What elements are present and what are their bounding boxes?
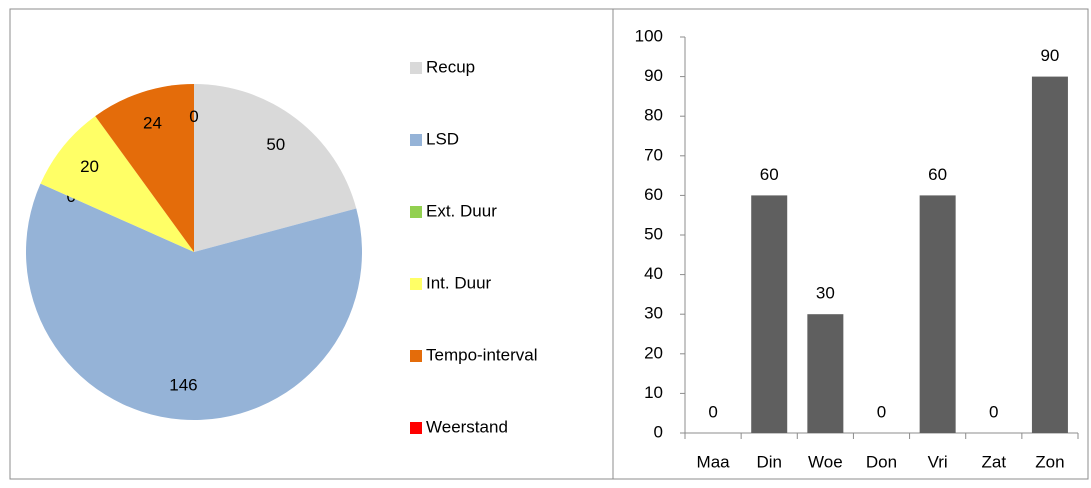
pie-slice	[194, 84, 357, 252]
data-label: 146	[169, 375, 197, 394]
bar	[751, 195, 788, 433]
legend-swatch	[410, 206, 422, 218]
data-label: 30	[816, 284, 835, 303]
pie-slice	[95, 84, 194, 252]
x-tick-label: Woe	[808, 452, 843, 471]
bar-panel	[612, 8, 1089, 480]
bar	[807, 314, 844, 433]
y-tick-label: 90	[644, 66, 663, 85]
data-label: 60	[760, 165, 779, 184]
legend-label: Tempo-interval	[426, 345, 538, 364]
legend-label: LSD	[426, 129, 459, 148]
y-tick-label: 10	[644, 383, 663, 402]
x-tick-label: Zat	[982, 452, 1007, 471]
x-tick-label: Din	[756, 452, 782, 471]
legend-swatch	[410, 422, 422, 434]
bar	[919, 195, 956, 433]
legend-swatch	[410, 134, 422, 146]
pie-slice	[40, 116, 194, 252]
x-tick-label: Don	[866, 452, 897, 471]
y-tick-label: 30	[644, 304, 663, 323]
data-label: 60	[928, 165, 947, 184]
x-tick-label: Vri	[928, 452, 948, 471]
y-tick-label: 50	[644, 224, 663, 243]
y-tick-label: 60	[644, 185, 663, 204]
legend-label: Weerstand	[426, 417, 508, 436]
y-tick-label: 70	[644, 145, 663, 164]
legend-swatch	[410, 350, 422, 362]
y-tick-label: 20	[644, 343, 663, 362]
bar	[1031, 76, 1068, 433]
legend-swatch	[410, 62, 422, 74]
data-label: 24	[143, 114, 162, 133]
y-tick-label: 100	[635, 26, 663, 45]
legend-label: Recup	[426, 57, 475, 76]
y-tick-label: 0	[654, 422, 663, 441]
data-label: 90	[1040, 46, 1059, 65]
data-label: 50	[266, 135, 285, 154]
y-tick-label: 80	[644, 106, 663, 125]
pie-slice	[25, 183, 362, 421]
y-tick-label: 40	[644, 264, 663, 283]
legend-label: Int. Duur	[426, 273, 492, 292]
x-tick-label: Zon	[1035, 452, 1064, 471]
data-label: 20	[80, 157, 99, 176]
data-label: 0	[189, 107, 198, 126]
legend-swatch	[410, 278, 422, 290]
x-tick-label: Maa	[697, 452, 731, 471]
data-label: 0	[708, 402, 717, 421]
data-label: 0	[989, 402, 998, 421]
legend-label: Ext. Duur	[426, 201, 497, 220]
data-label: 0	[877, 402, 886, 421]
